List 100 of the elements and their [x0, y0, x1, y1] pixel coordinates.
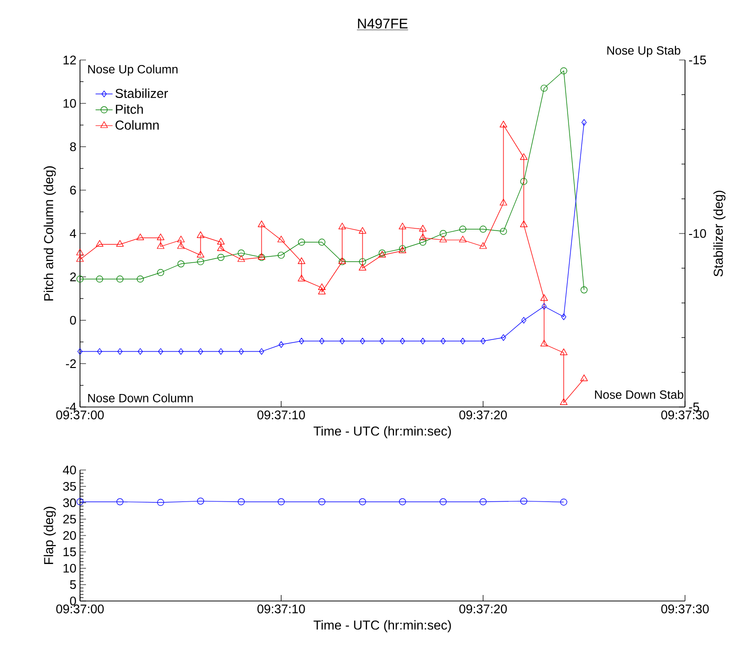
point [542, 303, 547, 310]
point [237, 255, 245, 262]
point [521, 316, 526, 324]
point [238, 250, 245, 257]
point [560, 348, 568, 356]
legend-label: Column [116, 120, 159, 130]
y-tick-label: -2 [66, 359, 76, 368]
y-tick-label: 15 [64, 548, 76, 556]
point [96, 276, 104, 283]
y-tick-label: 35 [63, 482, 76, 491]
point [480, 338, 486, 344]
point [520, 220, 528, 228]
point [360, 338, 366, 344]
point [96, 240, 104, 247]
x-tick-label: 09:37:30 [661, 410, 709, 420]
point [117, 348, 122, 355]
point [298, 257, 306, 264]
point [298, 274, 306, 282]
point [217, 244, 225, 251]
point [340, 338, 345, 344]
point [520, 153, 528, 160]
text: Nose Up Stab [607, 46, 680, 58]
point [318, 283, 326, 290]
point [258, 220, 266, 228]
point [440, 230, 447, 237]
point [196, 250, 204, 258]
x-tick-label: 09:37:10 [257, 410, 305, 420]
point [580, 374, 588, 382]
point [398, 222, 406, 230]
point [278, 252, 285, 259]
point [560, 67, 568, 74]
point [338, 222, 346, 230]
y-tick-label: 12 [64, 56, 76, 64]
point [298, 338, 304, 344]
point [420, 338, 426, 344]
point [460, 338, 466, 344]
point [77, 348, 83, 355]
point [177, 236, 185, 242]
y-tick-label: 0 [70, 316, 76, 325]
y-axis-title: Flap (deg) [44, 506, 56, 564]
point [419, 238, 426, 246]
point [116, 276, 124, 283]
point [540, 294, 548, 301]
point [359, 258, 366, 266]
point [480, 226, 487, 233]
point [540, 340, 548, 346]
point [197, 258, 204, 266]
point [196, 231, 204, 238]
point [158, 348, 164, 355]
x-tick-label: 09:37:00 [56, 604, 104, 614]
point [278, 341, 284, 348]
point [157, 269, 164, 276]
point [439, 236, 447, 242]
point [136, 276, 144, 283]
y-tick-label: 10 [64, 564, 76, 573]
annotation: Nose Down Stab [595, 390, 684, 399]
y-tick-label: 4 [70, 229, 76, 238]
y-tick-label: 5 [70, 580, 76, 589]
legend-label: Stabilizer [115, 88, 168, 98]
x-tick-label: 09:37:30 [661, 604, 709, 614]
point [177, 242, 185, 249]
chart-title: N497FE [358, 18, 408, 29]
y-tick-label: 8 [70, 142, 76, 152]
point [177, 260, 184, 268]
point [76, 248, 84, 256]
point [582, 119, 587, 126]
point [358, 227, 366, 234]
point [156, 242, 164, 249]
point [400, 338, 406, 344]
y2-tick-label: -15 [689, 56, 706, 64]
y-axis-title: Pitch and Column (deg) [44, 166, 56, 300]
point [319, 338, 324, 344]
point [500, 334, 506, 341]
y-tick-label: -4 [66, 402, 76, 412]
point [459, 226, 466, 233]
y2-tick-label: -5 [689, 402, 700, 412]
point [440, 338, 446, 344]
y-tick-label: 20 [63, 531, 76, 540]
y-tick-label: 30 [63, 498, 76, 508]
x-tick-label: 09:37:20 [459, 410, 507, 420]
annotation: Nose Down Column [88, 394, 193, 402]
point [520, 178, 528, 185]
point [358, 264, 366, 270]
point [76, 276, 84, 283]
point [318, 238, 326, 246]
x-tick-label: 09:37:00 [56, 410, 104, 420]
point [318, 288, 326, 294]
x-tick-label: 09:37:20 [459, 604, 507, 614]
point [178, 348, 184, 355]
point [217, 254, 224, 261]
point [138, 348, 143, 355]
point [561, 313, 566, 320]
point [156, 234, 164, 240]
point [298, 238, 306, 246]
point [238, 348, 244, 355]
point [217, 238, 225, 244]
point [540, 84, 548, 92]
point [380, 338, 385, 344]
point [419, 224, 427, 232]
x-axis-title: Time - UTC (hr:min:sec) [314, 620, 451, 632]
